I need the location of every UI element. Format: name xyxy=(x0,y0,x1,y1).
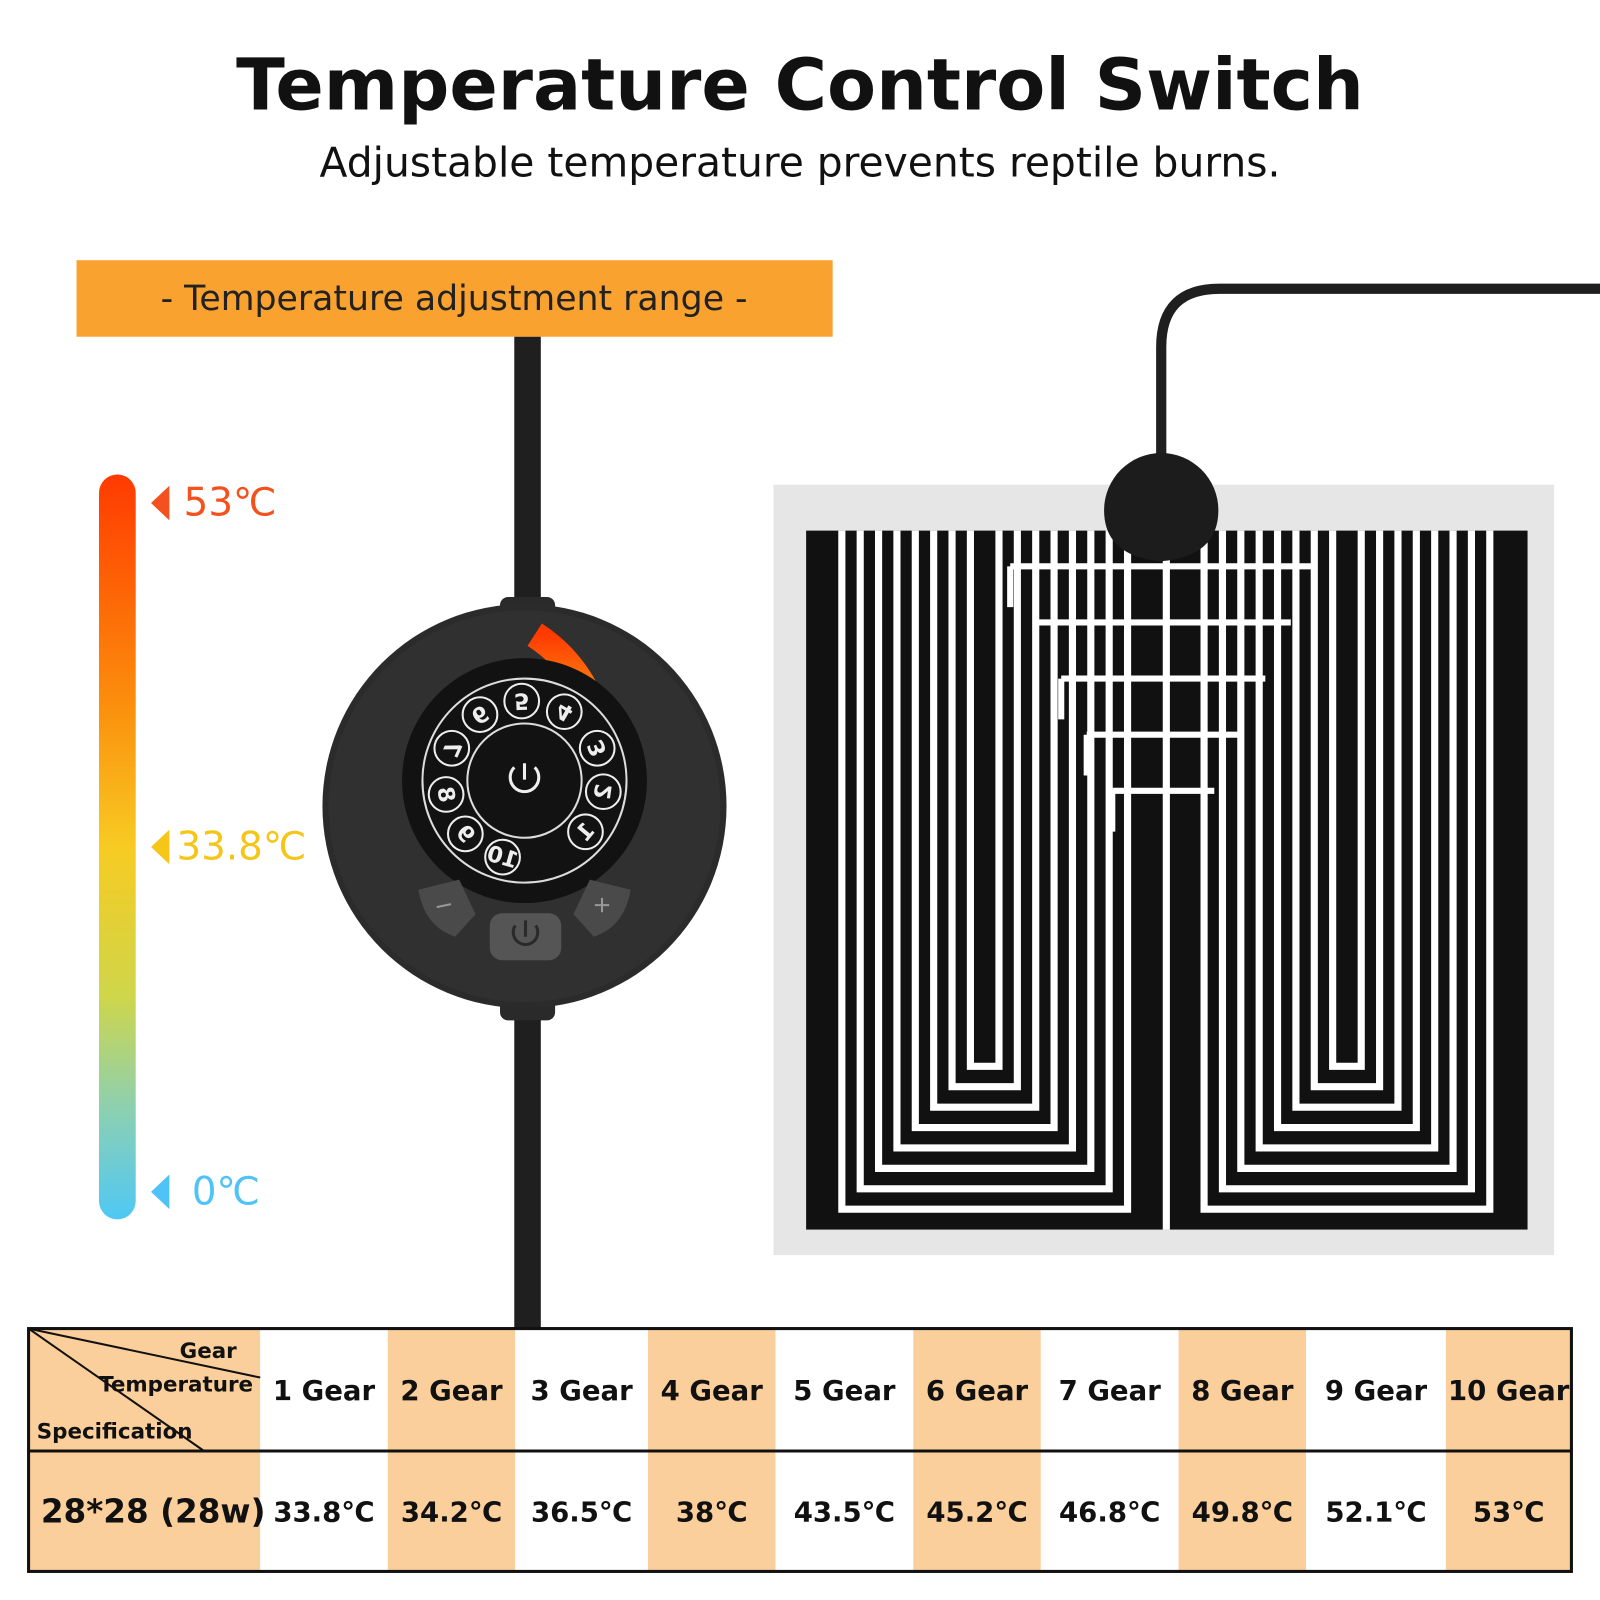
cell: 53℃ xyxy=(1473,1496,1545,1528)
cell: 52.1℃ xyxy=(1325,1496,1426,1528)
scale-label: 0℃ xyxy=(192,1169,260,1214)
dial-badge xyxy=(584,773,622,811)
spec-table: 1 Gear 2 Gear 3 Gear 4 Gear 5 Gear 6 Gear 7 Ge… xyxy=(27,1327,1573,1573)
trace-gap xyxy=(1200,530,1494,1213)
sensor xyxy=(1104,453,1219,562)
temperature-bar xyxy=(98,474,136,1220)
banner xyxy=(76,260,833,337)
trace-gap xyxy=(856,530,1113,1193)
trace-gap xyxy=(1109,787,1215,832)
column-header: 7 Gear xyxy=(1059,1375,1162,1407)
column-header: 6 Gear xyxy=(926,1375,1029,1407)
pad-cable xyxy=(1156,283,1600,485)
cell: 45.2℃ xyxy=(926,1496,1027,1528)
trace-gap xyxy=(1007,563,1317,608)
cell: 34.2℃ xyxy=(401,1496,502,1528)
dial-badge xyxy=(427,776,465,813)
controller xyxy=(322,596,727,1021)
trace-gap xyxy=(1032,619,1291,664)
column-header: 9 Gear xyxy=(1325,1375,1428,1407)
trace-gap xyxy=(1329,530,1365,1070)
corner-label: Gear xyxy=(180,1339,238,1364)
trace-gap xyxy=(911,530,1058,1132)
heating-traces xyxy=(806,530,1528,1230)
column-header: 8 Gear xyxy=(1191,1375,1294,1407)
trace-gap xyxy=(948,530,1021,1091)
dial-number: 8 xyxy=(431,785,459,805)
trace-gap xyxy=(875,530,1095,1172)
trace-gap xyxy=(1255,530,1439,1152)
scale-label: 33.8℃ xyxy=(177,824,307,869)
trace-gap xyxy=(1083,731,1240,776)
subtitle: Adjustable temperature prevents reptile … xyxy=(320,138,1281,186)
cell: 38℃ xyxy=(676,1496,748,1528)
column-header: 4 Gear xyxy=(661,1375,764,1407)
trace-gap xyxy=(838,530,1132,1213)
column-header: 3 Gear xyxy=(531,1375,634,1407)
dial-badge xyxy=(446,815,484,853)
trace-gap xyxy=(1237,530,1457,1172)
trace-gap xyxy=(966,530,1003,1070)
cell: 36.5℃ xyxy=(531,1496,632,1528)
scale-label: 53℃ xyxy=(184,481,277,526)
dial-badge xyxy=(503,682,541,720)
row-label: 28*28 (28w) xyxy=(41,1492,266,1530)
trace-gap xyxy=(893,530,1077,1152)
cell: 33.8℃ xyxy=(273,1496,374,1528)
dial-badge xyxy=(484,838,521,876)
column-header: 10 Gear xyxy=(1448,1375,1570,1407)
trace-gap xyxy=(1058,675,1266,720)
dial-badge xyxy=(545,693,583,731)
dial-badge xyxy=(433,729,471,767)
column-header: 1 Gear xyxy=(273,1375,376,1407)
corner-label: Specification xyxy=(37,1420,193,1445)
cell: 46.8℃ xyxy=(1059,1496,1160,1528)
dial-badge xyxy=(567,813,604,851)
column-header: 5 Gear xyxy=(793,1375,896,1407)
trace-gap xyxy=(1310,530,1384,1091)
cell: 43.5℃ xyxy=(794,1496,895,1528)
pointer xyxy=(151,829,170,865)
cell: 49.8℃ xyxy=(1192,1496,1293,1528)
banner-text: - Temperature adjustment range - xyxy=(161,279,748,319)
dial-number: 2 xyxy=(590,782,618,801)
diagonal xyxy=(27,1327,205,1452)
column-header: 2 Gear xyxy=(400,1375,503,1407)
dial-badge xyxy=(578,729,616,767)
pointer xyxy=(151,485,170,521)
diagonal xyxy=(28,1327,261,1379)
dial-badge xyxy=(461,696,499,733)
trace-gap xyxy=(1273,530,1420,1132)
pointer xyxy=(151,1174,170,1210)
trace-gap xyxy=(930,530,1040,1111)
trace-gap xyxy=(1218,530,1475,1193)
title: Temperature Control Switch xyxy=(236,43,1364,126)
trace-gap xyxy=(1292,530,1402,1111)
dial-number: 5 xyxy=(513,687,530,714)
corner-label: Temperature xyxy=(99,1373,253,1398)
